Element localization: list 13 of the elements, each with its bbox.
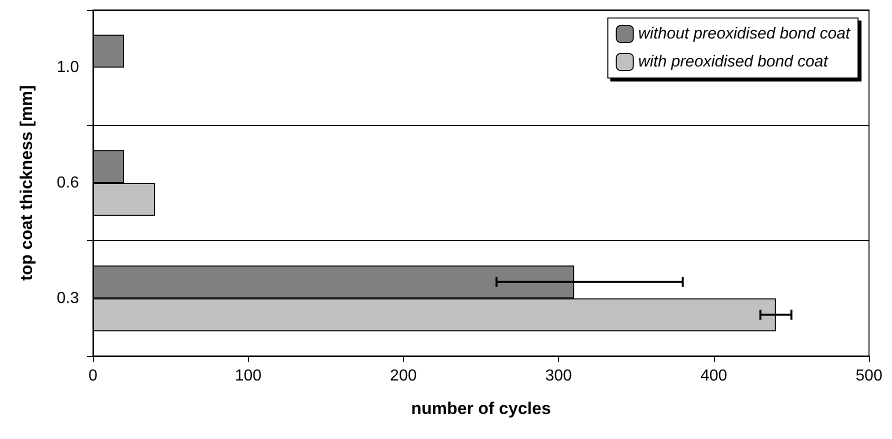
x-axis-title: number of cycles (411, 399, 551, 418)
x-tick-label: 400 (700, 368, 728, 384)
y-tick-label: 0.6 (56, 174, 80, 192)
y-axis-title: top coat thickness [mm] (17, 85, 36, 281)
y-tick-label: 0.3 (56, 290, 80, 307)
legend-label: with preoxidised bond coat (638, 54, 828, 70)
y-tick-label: 1.0 (56, 59, 80, 76)
legend-label: without preoxidised bond coat (638, 26, 851, 42)
x-tick-label: 300 (545, 368, 572, 384)
x-tick-label: 0 (88, 368, 98, 384)
x-tick-label: 500 (856, 368, 882, 384)
x-tick-label: 100 (234, 368, 262, 384)
x-tick-label: 200 (390, 368, 417, 384)
